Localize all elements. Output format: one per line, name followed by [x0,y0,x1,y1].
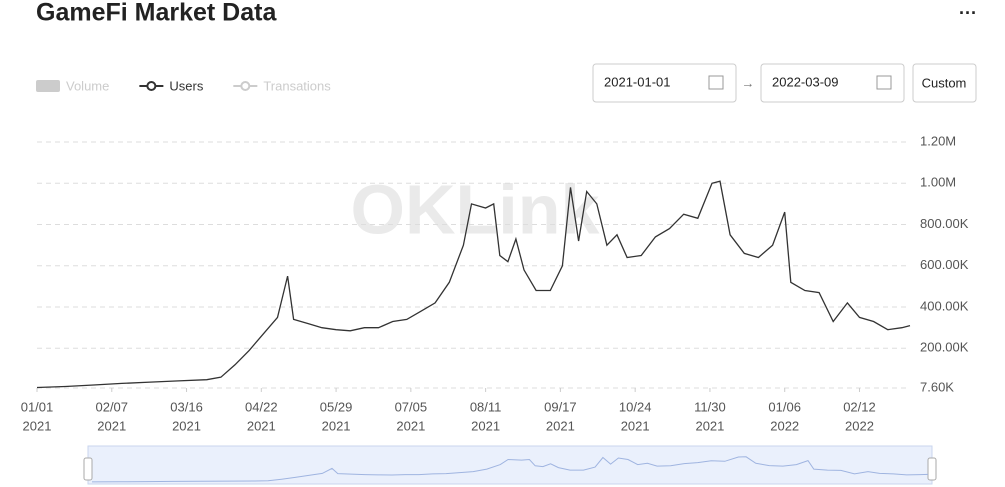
date-text: 2022-03-09 [772,74,839,89]
legend-label[interactable]: Volume [66,78,109,93]
x-tick-label: 09/17 [544,399,577,414]
date-text: 2021-01-01 [604,74,671,89]
x-tick-year: 2021 [695,418,724,433]
x-tick-year: 2021 [322,418,351,433]
x-tick-label: 01/06 [768,399,801,414]
date-end[interactable]: 2022-03-09 [760,63,905,103]
calendar-icon [708,75,724,90]
x-tick-label: 03/16 [170,399,203,414]
x-tick-year: 2021 [23,418,52,433]
x-tick-year: 2021 [471,418,500,433]
y-tick-label: 800.00K [920,216,969,231]
x-tick-year: 2021 [172,418,201,433]
y-tick-label: 400.00K [920,298,969,313]
x-tick-year: 2021 [546,418,575,433]
y-tick-label: 1.20M [920,133,956,148]
custom-label: Custom [922,75,967,90]
x-tick-year: 2021 [396,418,425,433]
navigator-line [91,456,929,483]
x-tick-label: 10/24 [619,399,652,414]
x-tick-label: 04/22 [245,399,278,414]
watermark: OKLink [351,170,600,248]
x-tick-label: 02/12 [843,399,876,414]
x-tick-label: 05/29 [320,399,353,414]
legend-symbol [240,81,251,91]
y-tick-label: 7.60K [920,379,954,394]
x-tick-label: 07/05 [395,399,428,414]
chart-title: GameFi Market Data [36,0,277,27]
legend-label[interactable]: Transations [263,78,331,93]
x-tick-year: 2021 [621,418,650,433]
y-tick-label: 1.00M [920,175,956,190]
date-start[interactable]: 2021-01-01 [592,63,737,103]
y-tick-label: 600.00K [920,257,969,272]
x-tick-label: 02/07 [95,399,128,414]
x-tick-year: 2021 [247,418,276,433]
x-tick-label: 01/01 [21,399,54,414]
x-tick-year: 2022 [770,418,799,433]
date-input[interactable] [760,63,905,103]
x-tick-year: 2022 [845,418,874,433]
more-button[interactable]: ··· [959,3,977,23]
x-tick-label: 11/30 [694,399,726,414]
line-series [36,180,911,389]
x-tick-label: 08/11 [470,399,502,414]
navigator-handle[interactable] [927,457,937,481]
custom-button[interactable] [912,63,977,103]
date-arrow: → [742,75,755,90]
navigator-handle[interactable] [83,457,93,481]
x-tick-year: 2021 [97,418,126,433]
legend-symbol [36,80,60,92]
calendar-icon [876,75,892,90]
legend-symbol [146,81,157,91]
navigator[interactable] [87,445,933,485]
date-input[interactable] [592,63,737,103]
legend-label[interactable]: Users [169,78,203,93]
y-tick-label: 200.00K [920,340,969,355]
